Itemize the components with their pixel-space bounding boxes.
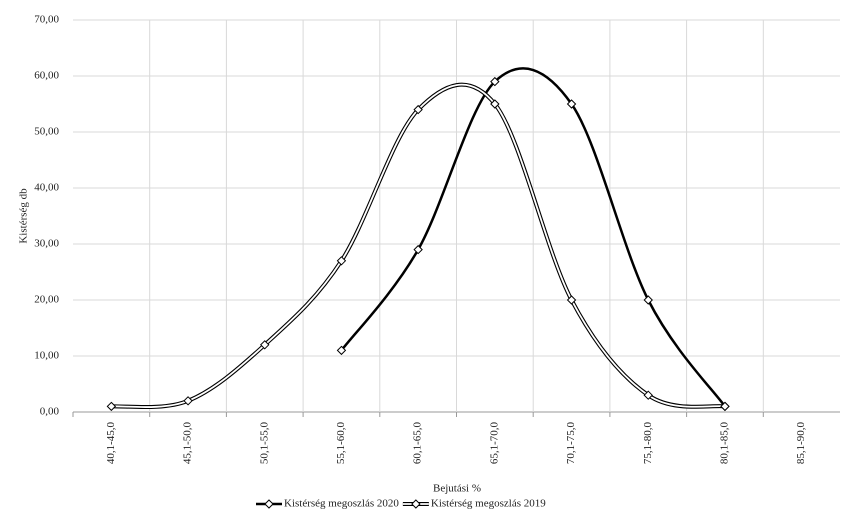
- x-tick-label: 85,1-90,0: [795, 422, 807, 465]
- y-tick-label: 0,00: [40, 406, 60, 418]
- marker: [643, 390, 653, 400]
- marker: [490, 76, 500, 87]
- x-axis-label: Bejutási %: [433, 483, 481, 495]
- y-tick-label: 50,00: [34, 126, 59, 138]
- y-tick-label: 30,00: [34, 238, 59, 250]
- marker: [566, 295, 577, 305]
- y-tick-label: 40,00: [34, 182, 59, 194]
- x-tick-label: 70,1-75,0: [565, 422, 577, 465]
- marker: [413, 104, 423, 115]
- y-tick-label: 60,00: [34, 70, 59, 82]
- x-tick-label: 45,1-50,0: [182, 422, 194, 465]
- x-tick-label: 80,1-85,0: [718, 422, 730, 465]
- legend-marker: [264, 499, 274, 509]
- y-axis-label: Kistérség db: [18, 188, 30, 244]
- x-tick-label: 40,1-45,0: [105, 422, 117, 465]
- x-tick-label: 55,1-60,0: [335, 422, 347, 465]
- x-tick-label: 50,1-55,0: [258, 422, 270, 465]
- series-line-inner: [111, 83, 726, 408]
- marker: [720, 401, 730, 412]
- y-tick-label: 10,00: [34, 350, 59, 362]
- marker: [413, 244, 423, 255]
- marker: [260, 340, 270, 350]
- y-tick-label: 20,00: [34, 294, 59, 306]
- marker: [183, 396, 193, 406]
- marker: [490, 99, 500, 109]
- marker: [336, 345, 347, 356]
- legend-label: Kistérség megoszlás 2019: [431, 498, 546, 510]
- marker: [643, 295, 653, 305]
- x-tick-label: 75,1-80,0: [642, 422, 654, 465]
- legend-label: Kistérség megoszlás 2020: [284, 498, 399, 510]
- y-tick-label: 70,00: [34, 14, 59, 26]
- marker: [336, 256, 347, 266]
- marker: [106, 401, 117, 412]
- x-tick-label: 60,1-65,0: [412, 422, 424, 465]
- legend-marker: [411, 499, 421, 509]
- series-line: [340, 67, 726, 408]
- marker: [566, 99, 577, 109]
- x-tick-label: 65,1-70,0: [488, 422, 500, 465]
